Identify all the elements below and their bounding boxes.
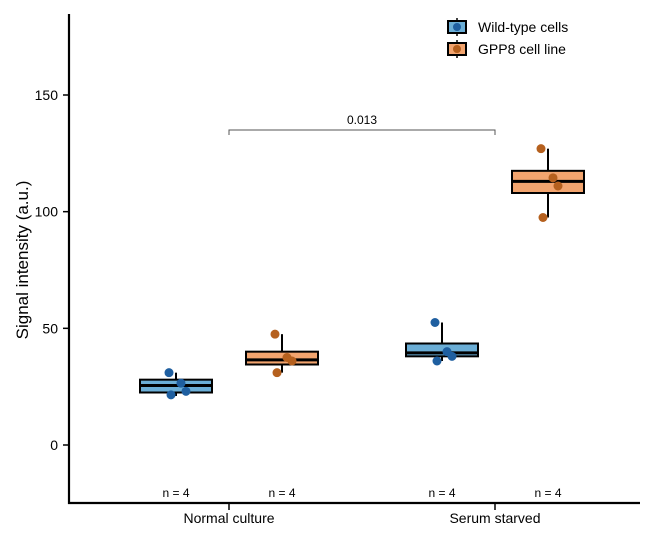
legend-label: GPP8 cell line [478,41,566,57]
significance-annotation: 0.013 [228,113,496,135]
data-point [176,378,186,388]
data-point [432,356,442,366]
boxplot [511,144,585,222]
data-point [430,318,440,327]
legend-label: Wild-type cells [478,19,568,35]
legend-key-point [453,23,461,31]
boxplot [245,329,319,378]
n-label: n = 4 [428,486,455,500]
data-point [164,368,174,378]
y-tick-label: 50 [42,320,58,336]
data-point [166,390,176,400]
x-tick-label: Serum starved [449,510,540,526]
boxplot [139,368,213,400]
data-point [447,351,457,361]
sample-size-labels: n = 4 n = 4 n = 4 n = 4 [162,486,561,500]
n-label: n = 4 [534,486,561,500]
legend-key-point [453,45,461,53]
y-tick-label: 0 [50,437,58,453]
x-axis-ticks: Normal culture Serum starved [183,504,541,526]
data-point [270,329,280,339]
boxplots [139,144,585,400]
annotation-label: 0.013 [347,113,377,127]
n-label: n = 4 [162,486,189,500]
y-axis-title: Signal intensity (a.u.) [13,181,32,340]
y-tick-label: 150 [35,87,59,103]
n-label: n = 4 [268,486,295,500]
data-point [548,173,558,183]
boxplot [405,318,479,366]
y-tick-label: 100 [35,204,59,220]
legend-item: GPP8 cell line [447,40,566,58]
data-point [287,356,297,366]
legend-item: Wild-type cells [447,18,568,36]
box [245,350,319,366]
data-point [181,386,191,396]
x-tick-label: Normal culture [183,510,274,526]
annotation-bracket [228,129,496,135]
data-point [272,368,282,378]
data-point [536,144,546,154]
box [405,342,479,358]
legend: Wild-type cells GPP8 cell line [447,18,568,58]
data-point [538,213,548,222]
data-point [553,181,563,191]
y-axis-ticks: 0 50 100 150 [35,87,69,453]
